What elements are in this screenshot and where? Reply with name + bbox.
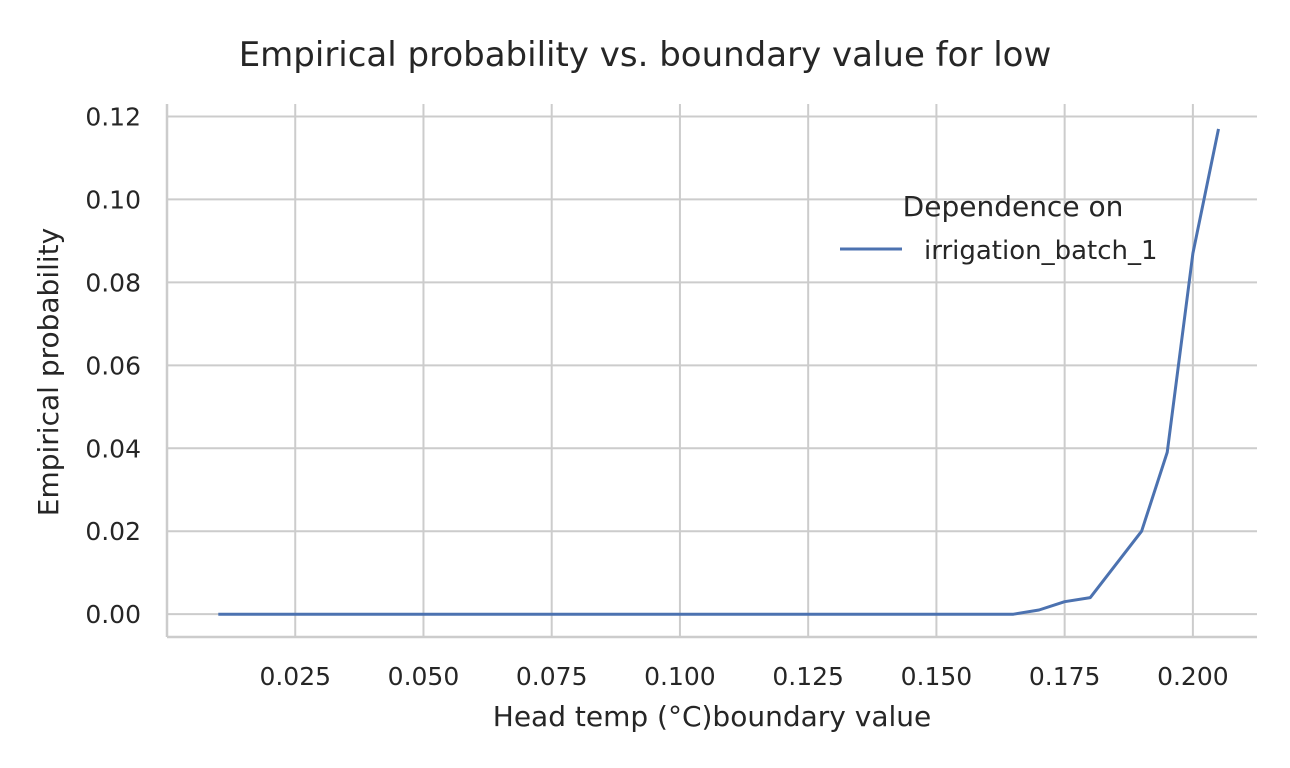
y-tick-label: 0.00 [85, 600, 141, 629]
x-tick-label: 0.200 [1157, 662, 1229, 691]
y-tick-labels: 0.00 0.02 0.04 0.06 0.08 0.10 0.12 [85, 102, 141, 629]
y-tick-label: 0.06 [85, 351, 141, 380]
x-axis-label: Head temp (°C)boundary value [493, 700, 931, 733]
x-tick-label: 0.075 [516, 662, 588, 691]
legend: Dependence on irrigation_batch_1 [840, 190, 1158, 266]
x-tick-label: 0.050 [388, 662, 460, 691]
x-tick-label: 0.125 [772, 662, 844, 691]
series-layer [218, 128, 1220, 616]
y-axis-label: Empirical probability [32, 228, 65, 516]
grid [167, 104, 1257, 637]
legend-label-irrigation-batch-1: irrigation_batch_1 [924, 236, 1158, 266]
x-tick-label: 0.175 [1029, 662, 1101, 691]
legend-title: Dependence on [903, 190, 1124, 223]
y-tick-label: 0.12 [85, 102, 141, 131]
series-line-irrigation-batch-1 [218, 128, 1220, 616]
x-tick-labels: 0.025 0.050 0.075 0.100 0.125 0.150 0.175 0.200 [259, 662, 1228, 691]
y-tick-label: 0.02 [85, 517, 141, 546]
y-tick-label: 0.08 [85, 268, 141, 297]
y-tick-label: 0.10 [85, 185, 141, 214]
x-tick-label: 0.025 [259, 662, 331, 691]
y-tick-label: 0.04 [85, 434, 141, 463]
chart-title: Empirical probability vs. boundary value… [239, 35, 1052, 75]
x-tick-label: 0.100 [644, 662, 716, 691]
x-tick-label: 0.150 [901, 662, 973, 691]
